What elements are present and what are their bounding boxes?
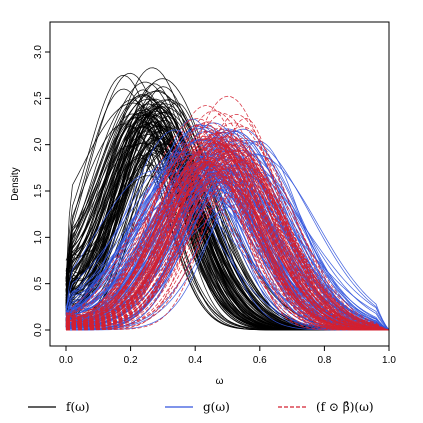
series-fbeta-line xyxy=(65,175,389,331)
x-tick-label: 0.8 xyxy=(317,355,331,366)
series-fbeta-line xyxy=(65,160,390,331)
y-tick-label: 3.0 xyxy=(33,45,44,59)
series-fbeta-line xyxy=(65,139,390,331)
series-fbeta-line xyxy=(65,172,390,331)
legend-label: (f ⊙ β̂)(ω) xyxy=(316,400,374,414)
y-tick-label: 1.0 xyxy=(33,230,44,244)
series-fbeta-line xyxy=(65,164,390,331)
series-fbeta-line xyxy=(65,145,390,331)
x-axis: 0.0 0.2 0.4 0.6 0.8 1.0 xyxy=(59,346,396,366)
series-fbeta-line xyxy=(65,142,390,331)
y-tick-label: 2.0 xyxy=(33,137,44,151)
series-fbeta-line xyxy=(65,176,390,331)
legend-label: f(ω) xyxy=(66,400,90,414)
series-fbeta-line xyxy=(65,164,390,331)
y-tick-label: 1.5 xyxy=(33,184,44,198)
series-fbeta-line xyxy=(65,168,390,331)
series-fbeta-line xyxy=(65,150,390,331)
series-fbeta-line xyxy=(65,158,390,331)
series-fbeta-line xyxy=(65,169,390,331)
y-tick-label: 0.5 xyxy=(33,276,44,290)
x-axis-label: ω xyxy=(216,376,224,387)
series-fbeta-line xyxy=(65,110,390,331)
series-fbeta-line xyxy=(65,149,390,331)
legend: f(ω) g(ω) (f ⊙ β̂)(ω) xyxy=(28,400,374,414)
series-fbeta-line xyxy=(65,159,390,331)
x-tick-label: 1.0 xyxy=(382,355,396,366)
series-fbeta-line xyxy=(65,152,390,331)
series-fbeta-line xyxy=(65,137,389,331)
plot-frame xyxy=(49,21,390,347)
series-fbeta-line xyxy=(65,135,390,331)
series-fbeta-line xyxy=(65,135,390,331)
series-fbeta-line xyxy=(65,159,390,331)
series-fbeta-line xyxy=(65,150,390,331)
series-fbeta-line xyxy=(65,123,390,331)
series-fbeta-line xyxy=(65,176,390,331)
series-fbeta-line xyxy=(65,142,390,331)
x-tick-label: 0.0 xyxy=(59,355,73,366)
y-tick-label: 0.0 xyxy=(33,323,44,337)
series-fbeta-line xyxy=(65,143,390,331)
series-fbeta-line xyxy=(65,131,390,331)
series-fbeta-line xyxy=(65,199,389,331)
series-fbeta-line xyxy=(65,156,389,331)
series-fbeta-line xyxy=(65,118,390,331)
series-fbeta-line xyxy=(65,159,390,331)
y-axis-label: Density xyxy=(10,167,21,200)
y-axis: 0.0 0.5 1.0 1.5 2.0 2.5 3.0 xyxy=(33,45,50,337)
legend-label: g(ω) xyxy=(203,400,230,414)
series-fbeta-line xyxy=(65,131,390,331)
y-tick-label: 2.5 xyxy=(33,91,44,105)
x-tick-label: 0.2 xyxy=(124,355,138,366)
x-tick-label: 0.4 xyxy=(188,355,202,366)
series-fbeta-line xyxy=(65,136,390,331)
series-fbeta-curves xyxy=(65,95,390,331)
x-tick-label: 0.6 xyxy=(253,355,267,366)
